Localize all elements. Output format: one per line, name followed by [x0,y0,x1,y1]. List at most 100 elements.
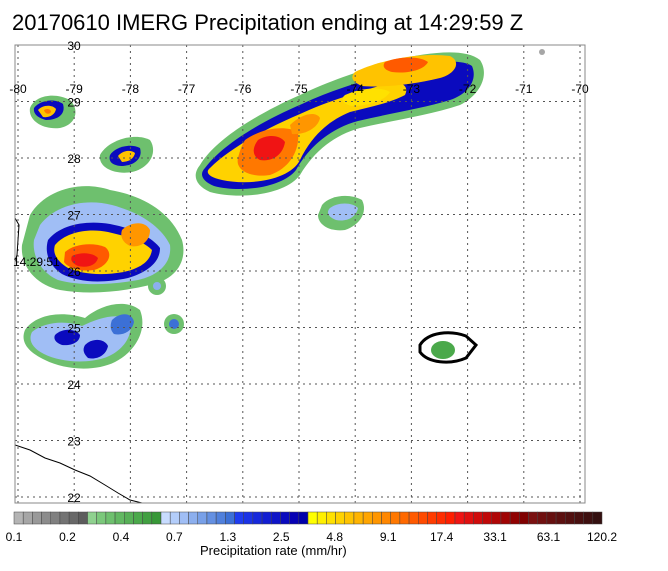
colorbar-tick-labels: 0.1 0.2 0.4 0.7 1.3 2.5 4.8 9.1 17.4 33.1 63.1 120.… [6,530,618,544]
storm-outline [418,331,479,364]
longitude-label: -70 [571,82,589,96]
precip-cell-west [21,186,184,293]
colorbar-label: Precipitation rate (mm/hr) [200,543,347,558]
colorbar-swatch [574,511,584,525]
colorbar-swatch [399,511,410,525]
longitude-label: -79 [66,82,84,96]
colorbar-swatch [87,511,97,525]
colorbar-swatch [261,511,272,525]
latitude-label: 22 [67,491,81,505]
colorbar-swatch [390,511,401,525]
colorbar-tick-label: 17.4 [430,530,454,544]
colorbar-swatch [151,511,162,525]
colorbar-swatch [344,511,355,525]
colorbar-swatch [519,511,529,525]
precip-cell-small-b [164,314,184,334]
colorbar-swatch [326,511,336,525]
colorbar-swatch [463,511,474,525]
colorbar-swatch [133,511,143,525]
precip-cell-north [99,136,154,173]
colorbar-swatch [436,511,447,525]
colorbar-swatch [353,511,364,525]
colorbar-tick-label: 120.2 [587,530,617,544]
colorbar-swatch [418,511,428,525]
colorbar-swatch [427,511,437,525]
colorbar-swatch [408,511,419,525]
precip-band-northeast [195,52,484,196]
colorbar-swatch [197,511,208,525]
colorbar-swatch [298,511,309,525]
precip-dot-northeast [539,49,545,55]
precip-cell-central [318,195,365,231]
map-frame [14,44,586,504]
colorbar-swatch [381,511,391,525]
colorbar-swatch [68,511,79,525]
longitude-label: -77 [178,82,196,96]
longitude-label: -80 [9,82,27,96]
colorbar-swatch [41,511,51,525]
latitude-label: 24 [67,378,81,392]
colorbar-swatch [114,511,125,525]
colorbar-tick-label: 9.1 [380,530,397,544]
colorbar-swatch [491,511,502,525]
colorbar-swatch [22,511,33,525]
colorbar-swatch [546,511,557,525]
colorbar-swatch [592,511,603,525]
colorbar-swatch [179,511,189,525]
colorbar-swatch [482,511,492,525]
longitude-label: -78 [122,82,140,96]
colorbar-swatch [445,511,456,525]
colorbar-swatch [188,511,198,525]
colorbar-swatch [32,511,42,525]
latitude-label: 28 [67,152,81,166]
colorbar-swatch [509,511,520,525]
colorbar-swatch [50,511,61,525]
colorbar-swatch [78,511,88,525]
longitude-label: -74 [347,82,365,96]
colorbar-swatch [335,511,345,525]
colorbar-swatch [280,511,290,525]
colorbar-swatch [307,511,318,525]
longitude-label: -76 [234,82,252,96]
colorbar-tick-label: 2.5 [273,530,290,544]
colorbar-swatch [271,511,281,525]
colorbar-swatch [362,511,373,525]
colorbar-tick-label: 0.4 [113,530,130,544]
colorbar-swatch [169,511,180,525]
colorbar-swatch [289,511,300,525]
colorbar-swatch [316,511,327,525]
precip-cell-northwest [29,95,76,129]
colorbar-tick-label: 0.2 [59,530,76,544]
longitude-label: -75 [290,82,308,96]
colorbar-swatch [13,511,24,525]
latitude-label: 25 [67,322,81,336]
colorbar-swatch [105,511,116,525]
map-title: 20170610 IMERG Precipitation ending at 1… [12,10,524,35]
swath-time-label: 14:29:51 [13,255,60,269]
colorbar-swatch [473,511,483,525]
colorbar-swatch [243,511,254,525]
longitude-label: -72 [459,82,477,96]
latitude-label: 29 [67,96,81,110]
latitude-label: 27 [67,209,81,223]
colorbar-tick-label: 0.7 [166,530,183,544]
colorbar-swatch [142,511,153,525]
colorbar-swatch [252,511,263,525]
colorbar-swatch [215,511,226,525]
colorbar-swatch [583,511,594,525]
colorbar-tick-label: 0.1 [6,530,23,544]
colorbar-tick-label: 63.1 [537,530,561,544]
colorbar-swatch [454,511,465,525]
colorbar-swatch [225,511,235,525]
latitude-label: 26 [67,265,81,279]
colorbar-swatch [500,511,511,525]
colorbar-tick-label: 33.1 [483,530,507,544]
coastline [15,217,143,503]
precip-cell-small-a [148,277,166,295]
precip-cell-south [23,303,143,369]
colorbar-swatch [537,511,548,525]
colorbar-swatch [372,511,382,525]
colorbar-swatch [96,511,107,525]
